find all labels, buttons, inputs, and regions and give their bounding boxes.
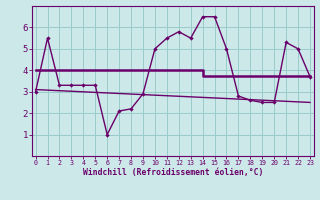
X-axis label: Windchill (Refroidissement éolien,°C): Windchill (Refroidissement éolien,°C) (83, 168, 263, 177)
